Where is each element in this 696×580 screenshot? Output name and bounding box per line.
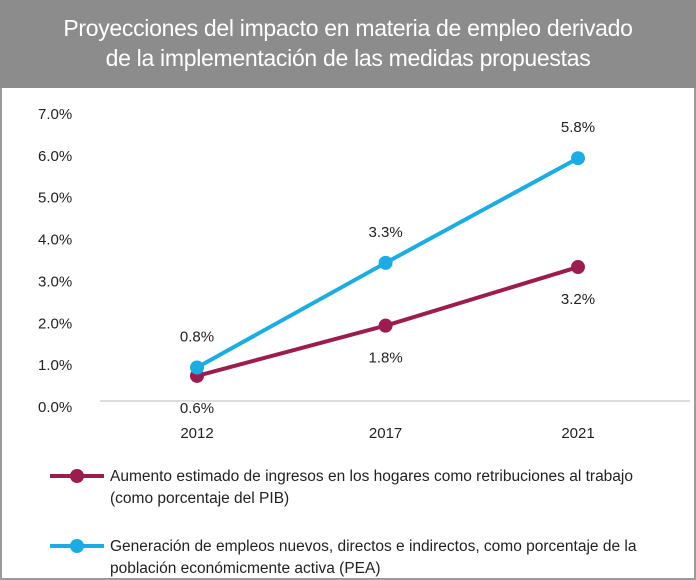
point — [378, 255, 393, 270]
x-tick-label: 2021 — [561, 425, 594, 442]
y-tick-label: 3.0% — [38, 273, 72, 290]
data-label: 3.2% — [561, 291, 595, 308]
data-label: 3.3% — [368, 224, 402, 241]
y-tick-label: 6.0% — [38, 148, 72, 165]
point — [571, 151, 585, 166]
y-tick-label: 1.0% — [38, 357, 72, 374]
x-tick-label: 2012 — [180, 425, 213, 442]
y-tick-label: 4.0% — [38, 232, 72, 249]
data-label: 0.8% — [180, 328, 214, 345]
legend-label: Aumento estimado de ingresos en los hoga… — [110, 468, 633, 507]
legend-marker — [70, 469, 84, 483]
chart-frame — [0, 88, 696, 580]
y-tick-label: 7.0% — [38, 106, 72, 123]
x-tick-label: 2017 — [369, 425, 402, 442]
chart-title: Proyecciones del impacto en materia de e… — [63, 15, 633, 41]
data-label: 5.8% — [561, 119, 595, 136]
point — [190, 360, 204, 375]
legend-label: Generación de empleos nuevos, directos e… — [110, 538, 637, 577]
title-banner: Proyecciones del impacto en materia de e… — [0, 0, 696, 88]
y-tick-label: 0.0% — [38, 399, 72, 416]
data-label: 1.8% — [368, 350, 402, 367]
y-tick-label: 5.0% — [38, 190, 72, 207]
data-label: 0.6% — [180, 400, 214, 417]
legend-marker — [70, 539, 84, 553]
y-tick-label: 2.0% — [38, 315, 72, 332]
point — [378, 318, 393, 333]
point — [571, 260, 585, 275]
chart-title: de la implementación de las medidas prop… — [105, 45, 591, 71]
